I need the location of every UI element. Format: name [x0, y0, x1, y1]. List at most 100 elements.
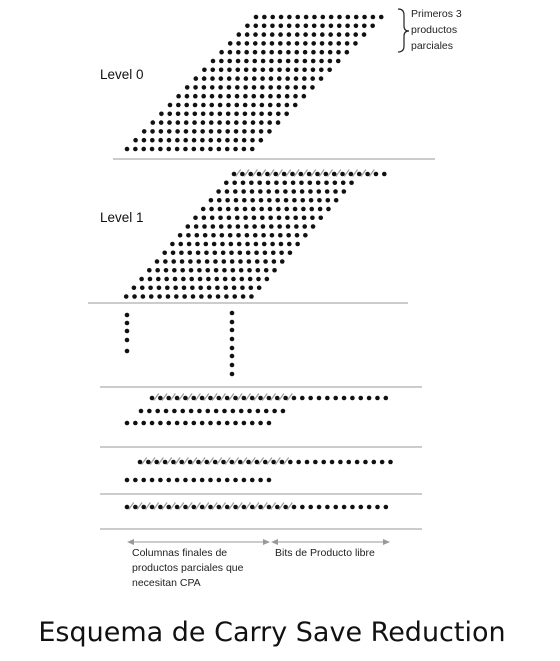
bit-dot: [210, 224, 216, 229]
carry-slash-mark: [283, 457, 290, 465]
bit-dot: [300, 395, 305, 401]
bit-dot: [133, 420, 138, 426]
bit-dot: [234, 206, 239, 212]
bit-dot: [157, 294, 162, 299]
bit-dot: [147, 408, 152, 414]
bit-dot: [204, 459, 210, 465]
bit-dot: [338, 459, 343, 465]
bit-dot: [215, 285, 220, 291]
bit-dot: [241, 189, 246, 194]
bit-dot: [159, 111, 164, 117]
bit-dot: [186, 241, 192, 247]
bit-dot: [265, 171, 270, 177]
bit-dot: [353, 32, 359, 37]
bit-dot: [284, 206, 290, 212]
bit-dot: [227, 224, 232, 229]
bit-dot: [191, 146, 197, 152]
bit-dot: [216, 477, 222, 483]
bit-dot: [218, 67, 224, 73]
bit-dot: [319, 49, 325, 55]
bit-dot: [183, 120, 189, 125]
bit-dot: [316, 504, 322, 510]
bit-dot: [124, 328, 130, 334]
bit-dot: [147, 276, 153, 282]
bit-dot: [336, 32, 342, 37]
carry-slash-mark: [318, 169, 325, 177]
bit-dot: [226, 85, 232, 90]
bit-dot: [328, 32, 333, 37]
bit-dot: [139, 276, 144, 282]
bit-dot: [224, 146, 230, 152]
bit-dot: [216, 504, 222, 510]
bit-dot: [283, 395, 288, 401]
bit-dot: [295, 241, 300, 247]
bit-dot: [253, 14, 259, 20]
bit-dot: [353, 23, 359, 29]
bit-dot: [201, 93, 206, 99]
carry-slash-mark: [278, 502, 285, 510]
bit-dot: [328, 14, 334, 20]
bit-dot: [333, 504, 339, 510]
bit-dot: [279, 259, 285, 264]
bit-dot: [267, 197, 272, 203]
bit-dot: [249, 395, 255, 401]
bit-dot: [249, 504, 255, 510]
bit-dot: [283, 197, 289, 203]
bit-dot: [124, 420, 130, 426]
bit-dot: [183, 146, 188, 152]
bit-dot: [200, 206, 206, 212]
bit-dot: [325, 197, 331, 203]
bit-dot: [280, 408, 286, 414]
bit-dot: [195, 241, 200, 247]
carry-slash-mark: [352, 169, 359, 177]
bit-dot: [362, 14, 367, 20]
bit-dot: [156, 276, 161, 282]
bit-dot: [310, 85, 315, 90]
bit-dot: [353, 14, 359, 20]
bit-dot: [333, 395, 339, 401]
bit-dot: [183, 137, 188, 143]
bit-dot: [179, 459, 185, 465]
bit-dot: [175, 129, 180, 134]
bit-dot: [279, 459, 285, 465]
bit-dot: [167, 102, 173, 108]
bit-dot: [139, 285, 145, 291]
bit-dot: [201, 76, 207, 81]
bit-dot: [261, 32, 267, 37]
annotation-line-1: Primeros 3: [411, 8, 462, 20]
bit-dot: [244, 32, 250, 37]
bit-dot: [209, 85, 215, 90]
bit-dot: [179, 250, 184, 256]
bit-dot: [241, 137, 247, 143]
bit-dot: [268, 215, 273, 221]
bit-dot: [260, 85, 265, 90]
bit-dot: [293, 93, 298, 99]
bit-dot: [238, 408, 244, 414]
carry-slash-mark: [228, 502, 235, 510]
bit-dot: [286, 232, 291, 238]
bit-dot: [227, 41, 233, 46]
bit-dot: [222, 276, 228, 282]
bit-dot: [188, 259, 193, 264]
carry-slash-mark: [285, 169, 292, 177]
bit-dot: [209, 111, 214, 117]
bit-dot: [200, 129, 205, 134]
bit-dot: [241, 146, 247, 152]
bit-dot: [199, 294, 204, 299]
bit-dot: [294, 49, 300, 55]
bit-dot: [243, 67, 249, 73]
bit-dot: [204, 259, 210, 264]
bit-dot: [158, 129, 164, 134]
bit-dot: [269, 41, 275, 46]
bit-dot: [253, 23, 259, 29]
carry-slash-mark: [286, 502, 293, 510]
carry-slash-mark: [169, 393, 176, 401]
bit-dot: [285, 58, 291, 64]
carry-slash-mark: [253, 393, 260, 401]
bit-dot: [188, 267, 194, 273]
bit-dot: [341, 504, 347, 510]
bit-dot: [261, 41, 266, 46]
bit-dot: [302, 76, 307, 81]
bit-dot: [317, 197, 322, 203]
bit-dot: [310, 76, 316, 81]
